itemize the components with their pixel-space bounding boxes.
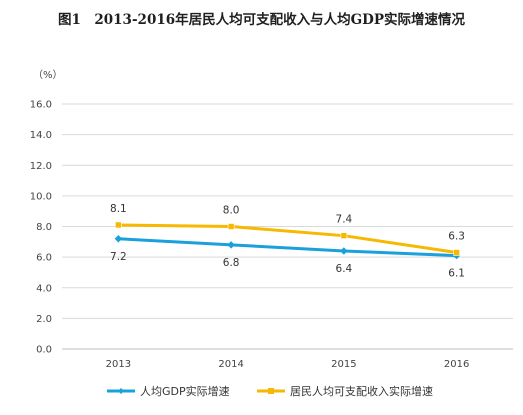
data-point <box>227 241 235 249</box>
legend: 人均GDP实际增速 居民人均可支配收入实际增速 <box>107 384 433 398</box>
x-tick-label: 2015 <box>331 359 356 370</box>
y-tick-label: 12.0 <box>30 161 52 172</box>
legend-label: 居民人均可支配收入实际增速 <box>290 384 433 398</box>
y-tick-label: 10.0 <box>30 191 52 202</box>
data-point <box>340 247 348 255</box>
data-label: 8.1 <box>110 203 127 215</box>
data-point <box>227 223 235 230</box>
y-tick-label: 14.0 <box>30 130 52 141</box>
series-line <box>116 237 459 258</box>
data-point <box>340 232 348 239</box>
legend-marker <box>268 388 274 394</box>
data-label: 8.0 <box>223 205 240 217</box>
data-labels: 7.2 6.8 6.4 6.1 8.1 8.0 7.4 6.3 <box>110 203 465 280</box>
data-point <box>453 249 460 256</box>
data-label: 6.1 <box>448 268 465 280</box>
series-lines <box>114 221 461 260</box>
data-label: 6.3 <box>448 231 465 243</box>
data-label: 6.8 <box>223 257 240 269</box>
y-axis-unit-label: （%） <box>33 69 63 81</box>
x-tick-label: 2016 <box>444 359 469 370</box>
series-line <box>116 223 459 255</box>
y-tick-label: 8.0 <box>36 222 52 233</box>
y-tick-label: 4.0 <box>36 283 52 294</box>
axes: 0.0 2.0 4.0 6.0 8.0 10.0 12.0 14.0 16.0 2013 2014 2… <box>30 100 513 370</box>
x-tick-label: 2013 <box>106 359 131 370</box>
chart-title: 图1 2013-2016年居民人均可支配收入与人均GDP实际增速情况 <box>57 12 466 28</box>
legend-marker <box>118 388 124 394</box>
data-label: 7.2 <box>110 251 127 263</box>
y-tick-label: 0.0 <box>36 345 52 356</box>
y-tick-label: 2.0 <box>36 314 52 325</box>
gridlines <box>62 103 513 319</box>
x-tick-label: 2014 <box>218 359 243 370</box>
data-point <box>114 235 123 243</box>
y-tick-label: 16.0 <box>30 100 52 111</box>
data-label: 6.4 <box>336 263 353 275</box>
data-point <box>115 221 122 229</box>
y-tick-label: 6.0 <box>36 253 52 264</box>
data-label: 7.4 <box>336 214 353 226</box>
legend-label: 人均GDP实际增速 <box>140 384 230 398</box>
